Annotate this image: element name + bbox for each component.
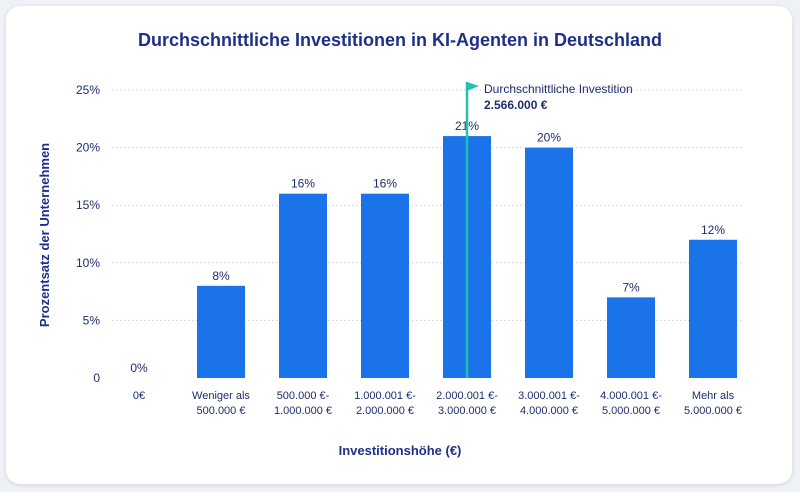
data-label: 12% [701, 223, 725, 237]
chart-title: Durchschnittliche Investitionen in KI-Ag… [137, 30, 663, 50]
y-tick-label: 10% [76, 256, 100, 270]
category-label: 1.000.000 € [274, 405, 332, 417]
y-tick-label: 20% [76, 141, 100, 155]
category-label: Mehr als [692, 390, 735, 402]
bar [361, 193, 409, 378]
data-label: 16% [291, 177, 315, 191]
bar [525, 147, 573, 378]
data-label: 7% [622, 280, 640, 294]
x-axis-title: Investitionshöhe (€) [339, 443, 462, 458]
category-label: 2.000.001 €- [436, 390, 498, 402]
y-axis-title: Prozentsatz der Unternehmen [37, 143, 52, 327]
data-labels: 0%8%16%16%21%20%7%12% [130, 119, 725, 375]
y-tick-label: 0 [93, 371, 100, 385]
data-label: 20% [537, 131, 561, 145]
flag-icon [467, 82, 479, 91]
average-investment-annotation: Durchschnittliche Investition 2.566.000 € [465, 82, 633, 378]
bar [197, 285, 245, 378]
y-tick-label: 15% [76, 198, 100, 212]
category-label: 4.000.001 €- [600, 390, 662, 402]
y-axis-ticks: 0 5% 10% 15% 20% 25% [76, 83, 100, 385]
category-label: 3.000.000 € [438, 405, 496, 417]
bar [607, 297, 655, 378]
category-label: 3.000.001 €- [518, 390, 580, 402]
category-label: 1.000.001 €- [354, 390, 416, 402]
x-axis-categories: 0€ Weniger als 500.000 € 500.000 €- 1.000.00… [133, 390, 742, 417]
y-tick-label: 25% [76, 83, 100, 97]
data-label: 0% [130, 361, 148, 375]
category-label: 5.000.000 € [684, 405, 742, 417]
bar [279, 193, 327, 378]
category-label: 2.000.000 € [356, 405, 414, 417]
category-label: 4.000.000 € [520, 405, 578, 417]
category-label: 500.000 € [197, 405, 246, 417]
annotation-value: 2.566.000 € [484, 98, 548, 112]
bars [197, 136, 737, 378]
category-label: Weniger als [192, 390, 250, 402]
data-label: 8% [212, 269, 230, 283]
data-label: 16% [373, 177, 397, 191]
annotation-label: Durchschnittliche Investition [484, 82, 633, 96]
category-label: 0€ [133, 390, 145, 402]
category-label: 5.000.000 € [602, 405, 660, 417]
bar [689, 239, 737, 378]
y-tick-label: 5% [83, 313, 101, 327]
category-label: 500.000 €- [277, 390, 330, 402]
